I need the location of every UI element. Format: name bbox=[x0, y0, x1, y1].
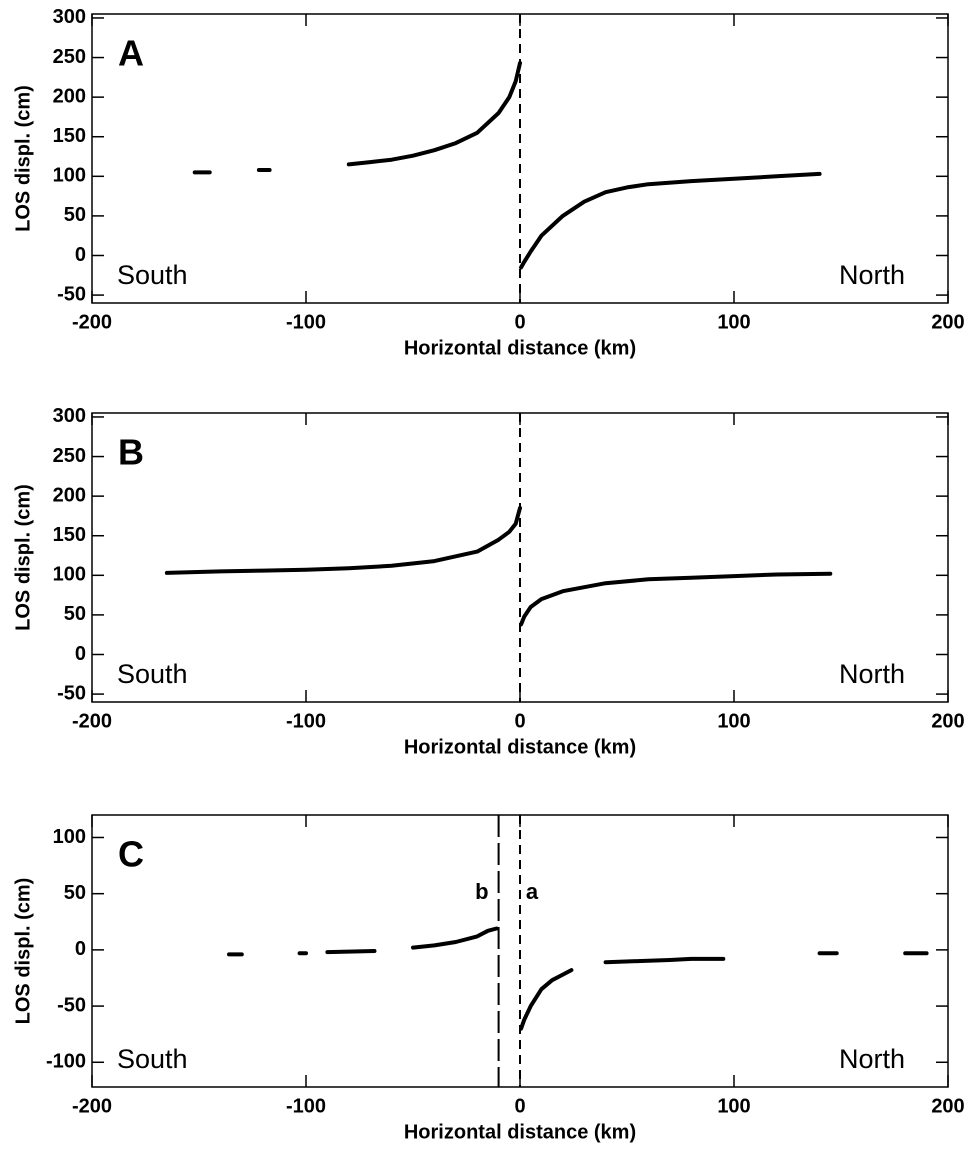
y-tick-label: -50 bbox=[57, 682, 86, 704]
y-tick-label: 0 bbox=[75, 938, 86, 960]
annotation: South bbox=[117, 260, 188, 290]
data-line bbox=[227, 926, 929, 1031]
data-line bbox=[192, 61, 822, 270]
fault-label: a bbox=[526, 879, 539, 904]
y-tick-label: 200 bbox=[53, 484, 86, 506]
x-tick-label: 100 bbox=[717, 311, 750, 333]
y-tick-label: 250 bbox=[53, 445, 86, 467]
y-tick-label: 300 bbox=[53, 405, 86, 427]
panel-label: C bbox=[118, 834, 144, 875]
x-tick-label: -100 bbox=[286, 311, 326, 333]
x-tick-label: 0 bbox=[514, 710, 525, 732]
annotation: South bbox=[117, 659, 188, 689]
x-tick-label: 200 bbox=[931, 710, 964, 732]
x-tick-label: -200 bbox=[72, 1095, 112, 1117]
y-axis-label: LOS displ. (cm) bbox=[12, 484, 34, 631]
x-tick-label: 0 bbox=[514, 1095, 525, 1117]
annotation: North bbox=[839, 1044, 905, 1074]
x-tick-label: 200 bbox=[931, 1095, 964, 1117]
y-axis-label: LOS displ. (cm) bbox=[12, 85, 34, 232]
x-axis-label: Horizontal distance (km) bbox=[404, 736, 636, 758]
data-line bbox=[164, 506, 833, 627]
x-axis-label: Horizontal distance (km) bbox=[404, 337, 636, 359]
y-tick-label: 100 bbox=[53, 165, 86, 187]
panel-label: A bbox=[118, 33, 144, 74]
x-tick-label: -100 bbox=[286, 710, 326, 732]
y-tick-label: 250 bbox=[53, 46, 86, 68]
annotation: North bbox=[839, 659, 905, 689]
y-tick-label: 100 bbox=[53, 826, 86, 848]
x-tick-label: -100 bbox=[286, 1095, 326, 1117]
y-tick-label: 50 bbox=[64, 603, 86, 625]
x-tick-label: -200 bbox=[72, 710, 112, 732]
y-tick-label: 50 bbox=[64, 882, 86, 904]
y-tick-label: 0 bbox=[75, 643, 86, 665]
y-tick-label: 50 bbox=[64, 204, 86, 226]
y-tick-label: -50 bbox=[57, 994, 86, 1016]
annotation: North bbox=[839, 260, 905, 290]
y-tick-label: -100 bbox=[46, 1051, 86, 1073]
y-tick-label: 100 bbox=[53, 564, 86, 586]
panel-label: B bbox=[118, 432, 144, 473]
x-axis-label: Horizontal distance (km) bbox=[404, 1121, 636, 1143]
fault-label: b bbox=[475, 879, 488, 904]
x-tick-label: 100 bbox=[717, 710, 750, 732]
x-tick-label: -200 bbox=[72, 311, 112, 333]
x-tick-label: 200 bbox=[931, 311, 964, 333]
y-tick-label: 150 bbox=[53, 524, 86, 546]
annotation: South bbox=[117, 1044, 188, 1074]
x-tick-label: 0 bbox=[514, 311, 525, 333]
x-tick-label: 100 bbox=[717, 1095, 750, 1117]
y-tick-label: 150 bbox=[53, 125, 86, 147]
y-axis-label: LOS displ. (cm) bbox=[12, 878, 34, 1025]
y-tick-label: -50 bbox=[57, 283, 86, 305]
y-tick-label: 0 bbox=[75, 244, 86, 266]
y-tick-label: 200 bbox=[53, 85, 86, 107]
y-tick-label: 300 bbox=[53, 6, 86, 28]
